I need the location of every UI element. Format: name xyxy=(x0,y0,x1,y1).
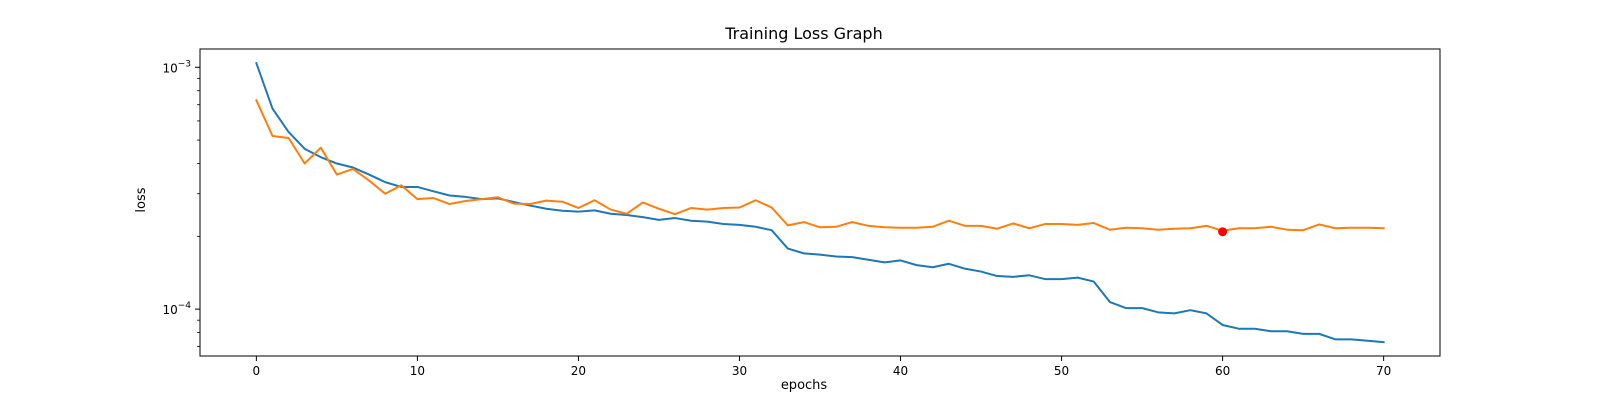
x-tick-label: 70 xyxy=(1376,364,1391,378)
x-axis-label: epochs xyxy=(781,378,828,393)
chart-title: Training Loss Graph xyxy=(724,24,882,43)
y-tick-label: 10−4 xyxy=(162,301,191,317)
x-tick-label: 50 xyxy=(1054,364,1069,378)
x-tick-label: 10 xyxy=(410,364,425,378)
highlight-point xyxy=(1218,227,1228,237)
y-tick-label: 10−3 xyxy=(162,59,191,75)
y-axis-label: loss xyxy=(134,187,149,212)
series-line-2 xyxy=(255,99,1385,232)
x-tick-label: 20 xyxy=(571,364,586,378)
x-tick-label: 60 xyxy=(1215,364,1230,378)
series-line-1 xyxy=(255,61,1385,344)
x-tick-label: 40 xyxy=(893,364,908,378)
plot-frame xyxy=(199,48,1441,357)
plot-area: 0 10 20 30 40 50 60 70 10−3 10−4 xyxy=(162,48,1441,378)
x-tick-label: 30 xyxy=(732,364,747,378)
x-tick-label: 0 xyxy=(253,364,261,378)
